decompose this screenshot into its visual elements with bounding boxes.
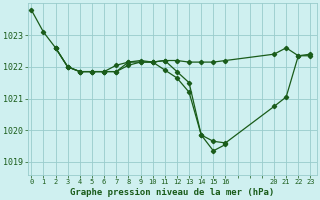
- X-axis label: Graphe pression niveau de la mer (hPa): Graphe pression niveau de la mer (hPa): [70, 188, 274, 197]
